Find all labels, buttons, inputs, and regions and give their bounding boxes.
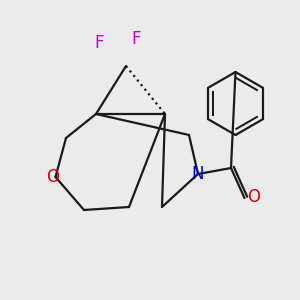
Text: F: F xyxy=(94,34,104,52)
Text: O: O xyxy=(247,188,260,206)
Text: N: N xyxy=(192,165,204,183)
Text: F: F xyxy=(132,30,141,48)
Text: O: O xyxy=(46,168,59,186)
